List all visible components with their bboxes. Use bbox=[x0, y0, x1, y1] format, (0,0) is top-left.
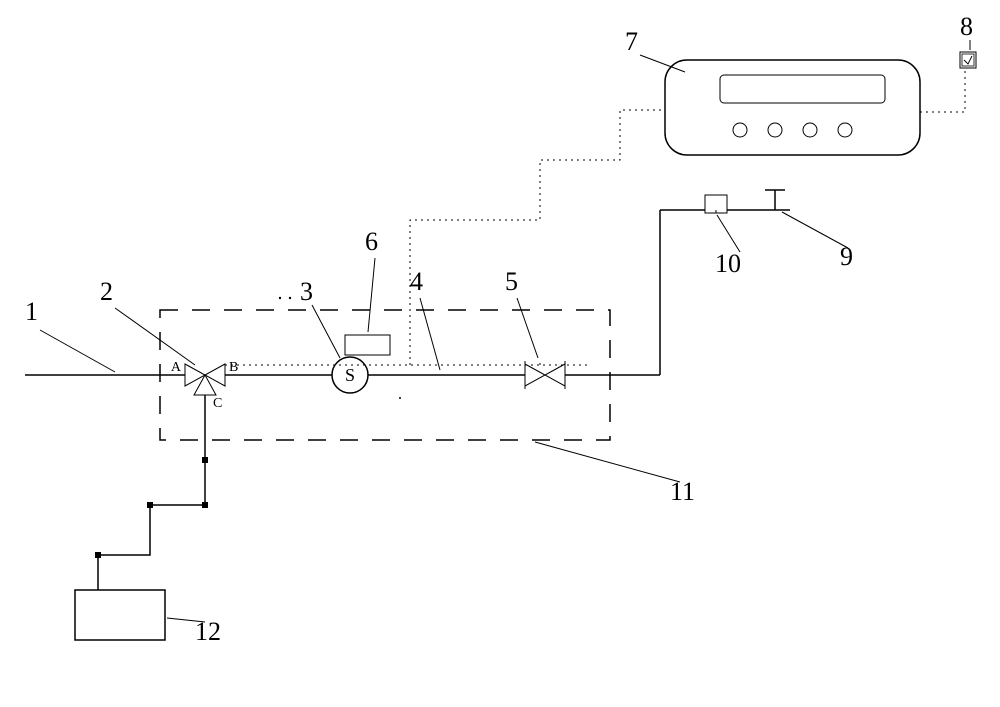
callout-number: 5 bbox=[505, 267, 518, 296]
callout-number: 11 bbox=[670, 477, 695, 506]
svg-text:A: A bbox=[171, 360, 182, 375]
callout-number: 6 bbox=[365, 227, 378, 256]
controller-screen bbox=[720, 75, 885, 103]
svg-text:B: B bbox=[229, 360, 238, 375]
callout-number: 8 bbox=[960, 12, 973, 41]
callout-number: 2 bbox=[100, 277, 113, 306]
three-way-valve bbox=[185, 364, 225, 395]
svg-text:C: C bbox=[213, 396, 222, 411]
controller-knob bbox=[768, 123, 782, 137]
inline-valve bbox=[525, 364, 565, 386]
controller-knob bbox=[733, 123, 747, 137]
callout-number: 3 bbox=[300, 277, 313, 306]
sensor-block bbox=[345, 335, 390, 355]
callout-number: 1 bbox=[25, 297, 38, 326]
callout-number: 12 bbox=[195, 617, 221, 646]
controller-knob bbox=[803, 123, 817, 137]
callout-number: 10 bbox=[715, 249, 741, 278]
controller-knob bbox=[838, 123, 852, 137]
controller-panel bbox=[665, 60, 920, 155]
callout-number: 9 bbox=[840, 242, 853, 271]
callout-number: 7 bbox=[625, 27, 638, 56]
tank-block bbox=[75, 590, 165, 640]
schematic-diagram: ABCS123456789101112 bbox=[0, 0, 1000, 707]
svg-text:S: S bbox=[345, 365, 355, 385]
callout-number: 4 bbox=[410, 267, 423, 296]
remote-sensor-icon bbox=[960, 52, 976, 68]
